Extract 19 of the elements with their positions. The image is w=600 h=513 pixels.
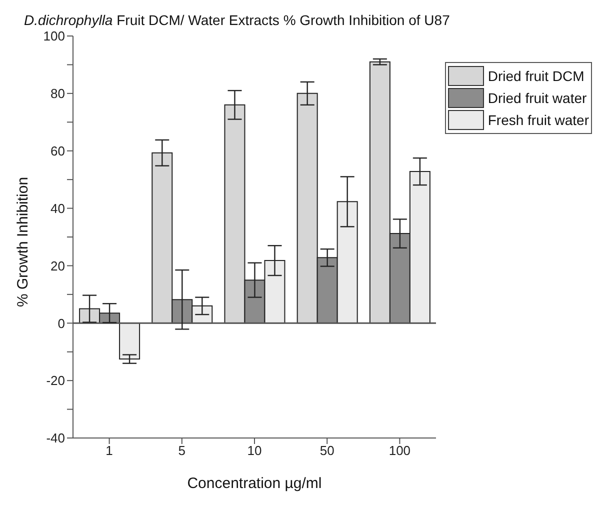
x-tick-label: 5 [178, 443, 186, 458]
y-tick-label: -20 [46, 373, 65, 388]
legend-label: Dried fruit water [488, 90, 587, 106]
legend-label: Dried fruit DCM [488, 68, 584, 84]
legend-label: Fresh fruit water [488, 112, 589, 128]
x-tick-label: 1 [106, 443, 113, 458]
y-tick-label: 0 [58, 316, 65, 331]
y-tick-label: 60 [50, 143, 65, 158]
x-tick-label: 10 [247, 443, 262, 458]
x-axis-title: Concentration µg/ml [187, 475, 322, 492]
y-axis-title: % Growth Inhibition [14, 176, 32, 307]
y-tick-label: 100 [43, 28, 65, 44]
x-tick-label: 50 [320, 443, 334, 458]
y-tick-label: 40 [50, 200, 65, 216]
y-tick-label: 80 [50, 86, 65, 102]
y-tick-label: 20 [50, 258, 65, 274]
x-tick-label: 100 [388, 443, 411, 458]
chart-title: D.dichrophylla Fruit DCM/ Water Extracts % Growth Inhibition of U87 [24, 12, 450, 28]
y-tick-label: -40 [46, 430, 65, 446]
